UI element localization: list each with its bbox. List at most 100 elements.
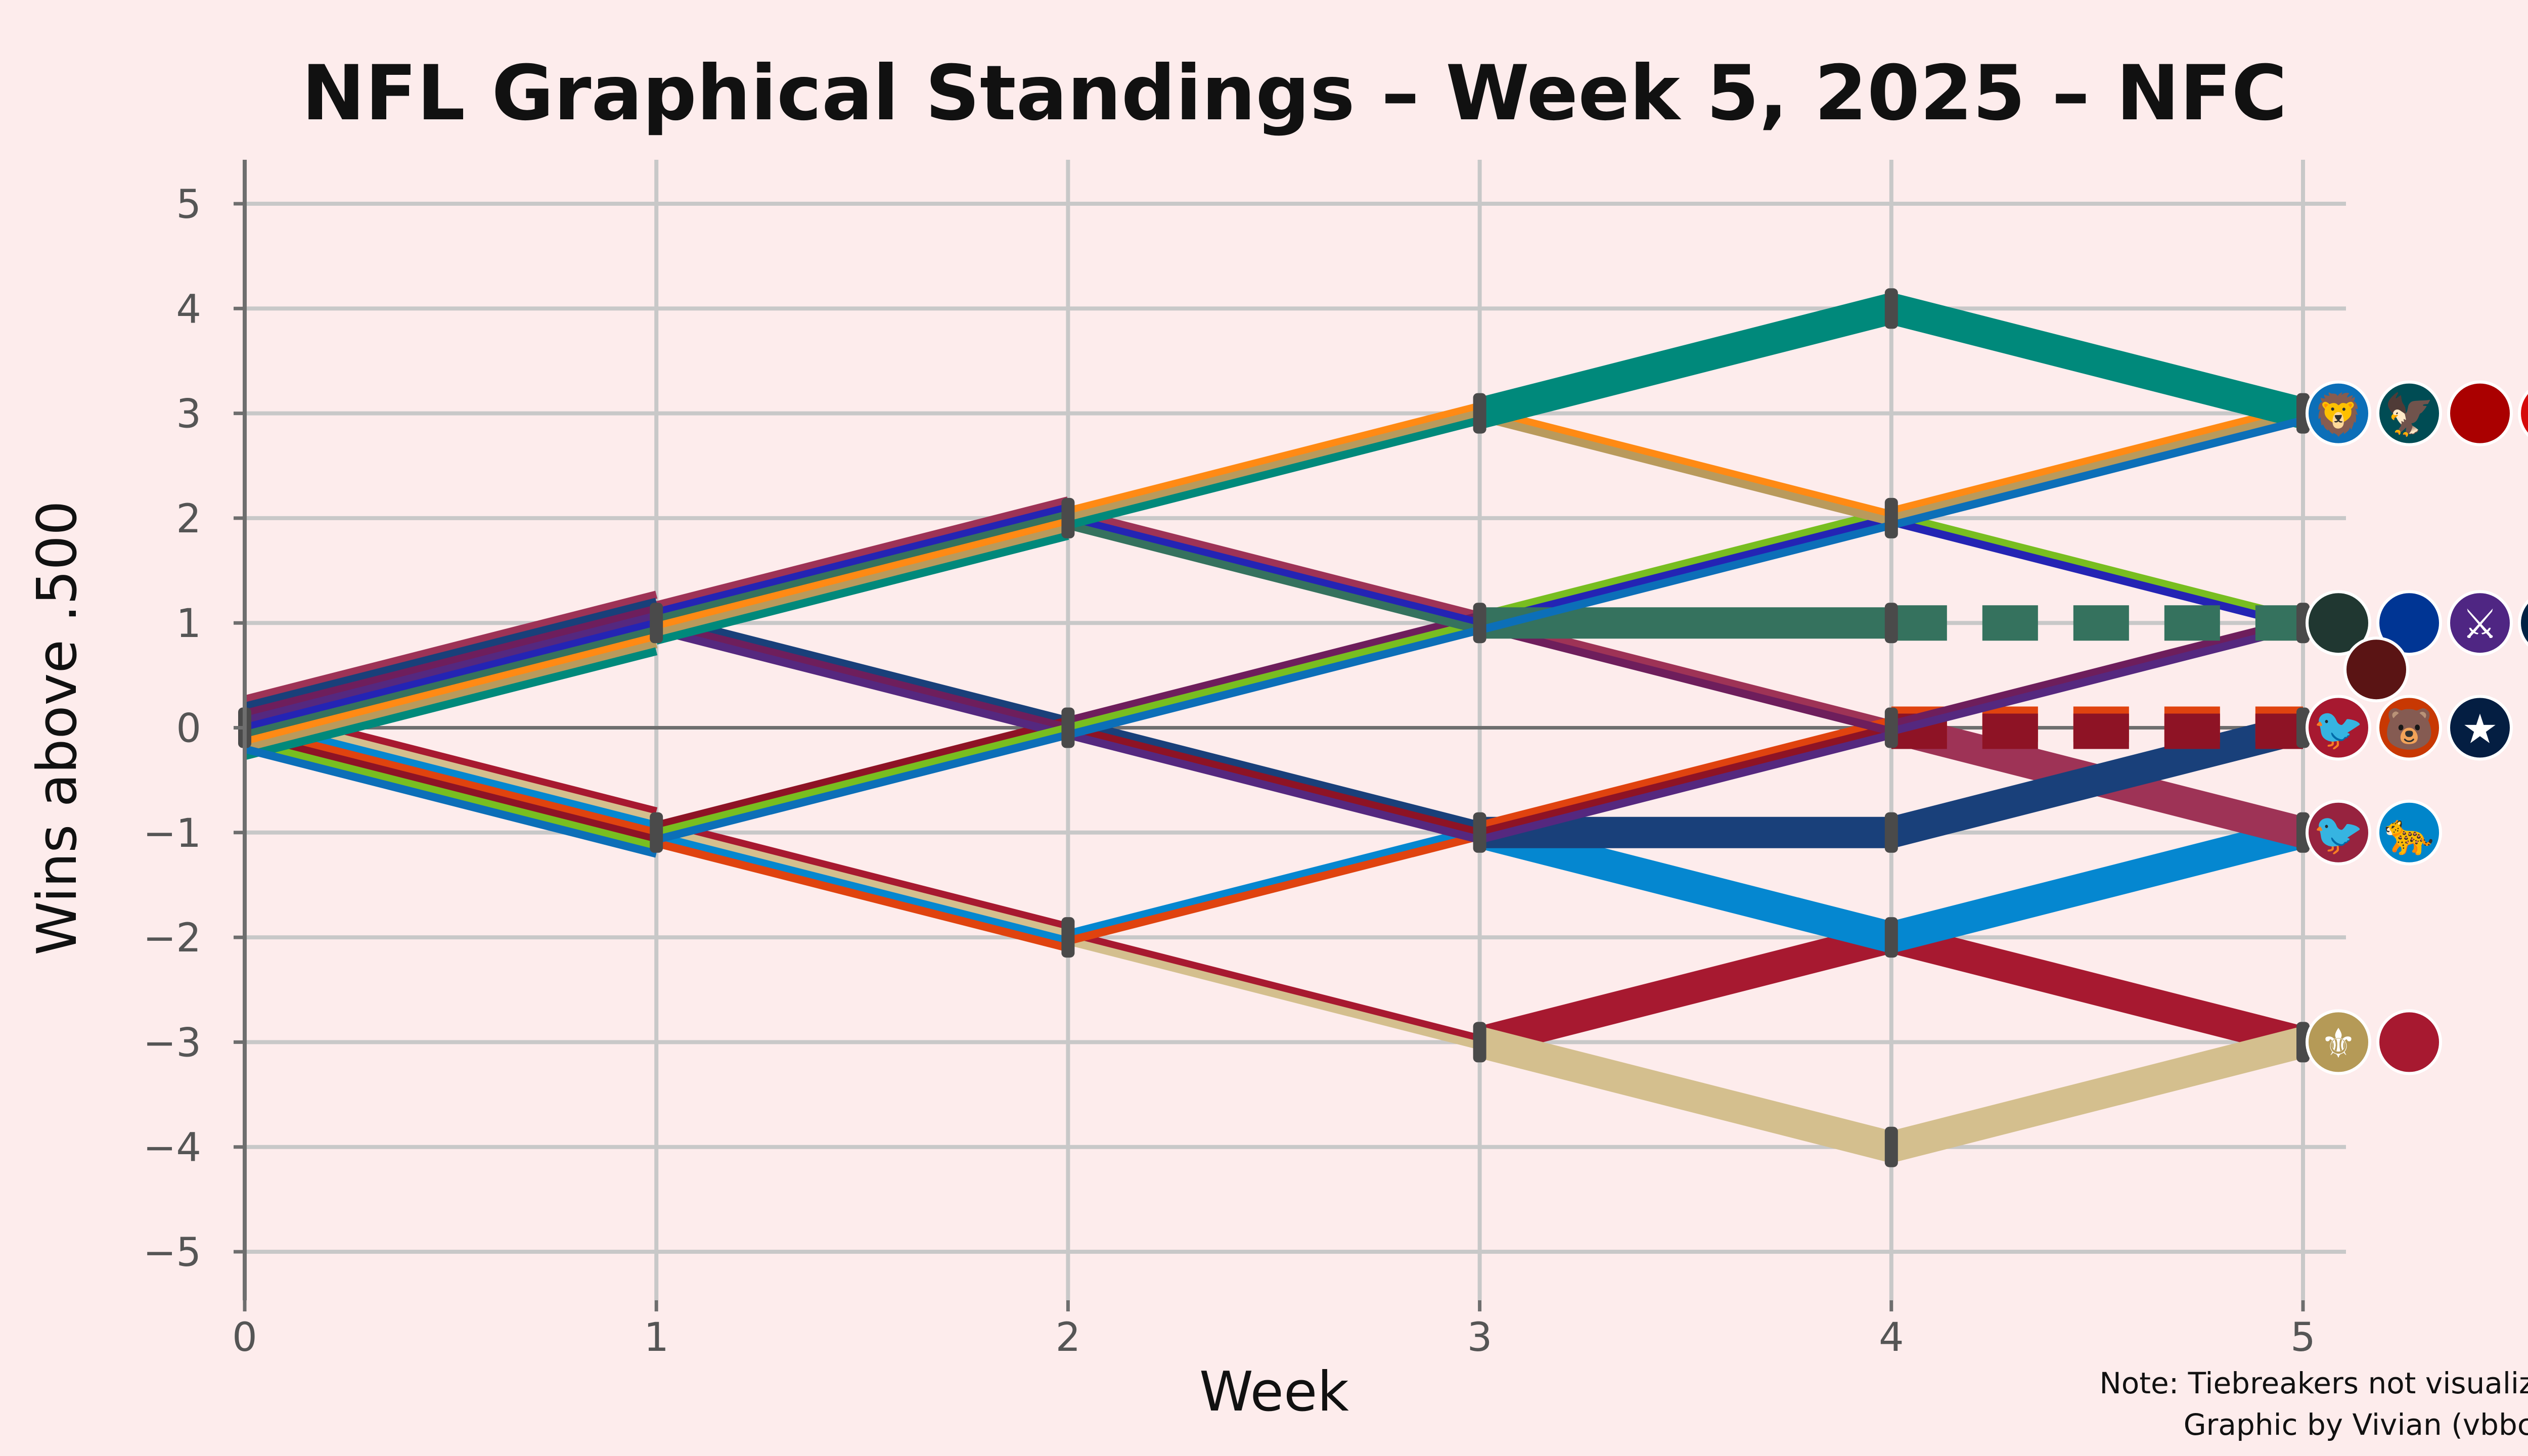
x-tick-label: 2 [1056,1315,1081,1360]
series-segment-atl [655,716,1069,830]
week-node-marker [1884,917,1898,958]
series-segment-nyg [1887,922,2307,1058]
series-segment-chi [244,723,658,837]
week-markers [238,288,2310,1167]
series-segment-min [1478,731,1892,844]
series-segment-sea [1890,511,2304,623]
star-logo-icon: ★ [2447,695,2513,761]
week-node-marker [2296,1022,2310,1063]
commanders-w-logo-icon [2343,636,2409,703]
fleur-de-lis-logo-icon: ⚜ [2306,1009,2371,1075]
week-node-marker [1884,497,1898,538]
svg-text:🦅: 🦅 [2525,600,2528,648]
team-logos: 🦁 🦅 ☠ ⚔ 🦅 🐦 🐻 ★ 🐦 🐆 ⚜ [2306,380,2528,1075]
series-segment-sf [1478,413,1892,526]
x-tick-label: 1 [644,1315,669,1360]
series-segment-was [1478,622,1892,736]
y-tick-label: 0 [176,706,201,752]
seahawk-logo-icon: 🦅 [2518,599,2528,648]
series-segment-det [655,731,1069,844]
series-sea [244,507,2304,851]
svg-text:🐆: 🐆 [2384,810,2434,857]
note-credit: Graphic by Vivian (vbbcla) [2184,1407,2528,1442]
series-segment-tb [1890,402,2304,515]
series-segment-min [1067,731,1481,844]
svg-text:🐦: 🐦 [2313,706,2364,753]
series-segment-tb [655,518,1069,630]
week-node-marker [1473,1022,1486,1063]
series-phi [244,293,2307,760]
note-tiebreakers: Note: Tiebreakers not visualized [2099,1366,2528,1400]
series-sf [244,409,2304,753]
week-node-marker [1473,603,1486,644]
series-dal [244,598,2307,848]
week-node-marker [650,812,663,853]
svg-text:★: ★ [2462,706,2498,753]
series-segment-car [1475,817,1895,953]
series-segment-sea [244,738,658,851]
series-segment-sf [655,525,1069,638]
niners-logo-icon [2447,380,2513,446]
series-segment-dal [1067,716,1481,830]
series-segment-sea [655,723,1069,837]
week-node-marker [1061,917,1075,958]
series-segment-lar [655,504,1069,616]
y-tick-label: −3 [143,1020,201,1066]
week-node-marker [1061,497,1075,538]
series-segment-was [1890,615,2304,729]
week-node-marker [2296,603,2310,644]
series-segment-no [1887,1027,2307,1162]
series-segment-lar [1067,514,1481,627]
series-segment-phi [244,647,658,760]
y-tick-label: 3 [176,392,201,437]
panther-logo-icon: 🐆 [2376,799,2442,866]
series-segment-det [244,745,658,858]
series-segment-tb [1067,402,1481,515]
series-segment-phi [1887,293,2307,429]
series-segment-no [1067,937,1481,1050]
svg-text:🦅: 🦅 [2384,391,2434,438]
series-gb [244,511,2303,739]
series-segment-nyg [1067,930,1481,1043]
week-node-marker [1473,393,1486,434]
series-segment-dal [655,612,1069,725]
series-segment-gb [1067,521,1481,634]
series-tb [244,402,2304,746]
series-segment-min [1890,622,2304,736]
chart-title: NFL Graphical Standings – Week 5, 2025 –… [301,50,2287,138]
x-axis-title: Week [1199,1360,1349,1424]
x-tick-label: 4 [1879,1315,1904,1360]
series-segment-lar [1478,514,1892,627]
series-segment-tb [244,633,658,746]
series-segment-det [1067,626,1481,739]
series-nyg [244,702,2307,1058]
series-no [244,709,2307,1162]
series-segment-lar [244,619,658,732]
week-node-marker [2296,393,2310,434]
lion-logo-icon: 🦁 [2306,380,2371,446]
series-segment-det [1478,521,1892,634]
series-segment-phi [1067,416,1481,529]
series-segment-sf [1890,409,2304,522]
svg-text:⚔: ⚔ [2462,601,2498,648]
series-segment-was [655,619,1069,732]
cardinal-logo-icon: 🐦 [2306,799,2371,866]
series-segment-dal [244,598,658,711]
series-atl [244,713,2303,844]
week-node-marker [2296,812,2310,853]
y-tick-label: −5 [143,1230,201,1276]
series-det [244,416,2304,858]
series-segment-sf [244,640,658,753]
x-tick-label: 3 [1467,1315,1493,1360]
week-node-marker [1061,707,1075,748]
series-segment-car [1067,825,1481,938]
pirate-flag-logo-icon: ☠ [2518,389,2528,437]
series-segment-no [1475,1027,1895,1162]
y-tick-label: −4 [143,1125,201,1171]
series-segment-sea [1067,619,1481,732]
series-segment-ari [1067,507,1481,620]
week-node-marker [2296,707,2310,748]
svg-text:🐻: 🐻 [2384,705,2434,753]
series-segment-lar [1890,518,2304,630]
